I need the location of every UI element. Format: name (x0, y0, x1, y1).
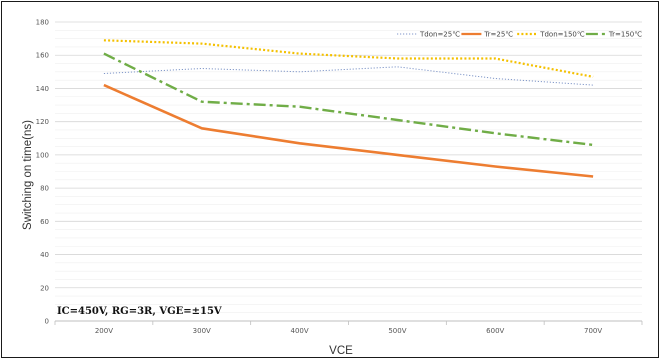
legend-label-3: Tr=150℃ (608, 31, 642, 39)
y-axis-label: Switching on time(ns) (22, 120, 34, 230)
y-tick-label: 120 (36, 118, 49, 126)
y-tick-label: 20 (40, 284, 49, 292)
x-tick-label: 600V (486, 327, 504, 335)
series-line-2 (103, 39, 594, 78)
x-tick-label: 500V (388, 327, 406, 335)
x-tick-label: 300V (193, 327, 211, 335)
series-line-3 (103, 52, 594, 147)
legend-label-1: Tr=25℃ (483, 31, 513, 39)
y-tick-labels: 0 20 40 60 80 100 120 140 160 180 (36, 19, 49, 326)
x-axis-label: VCE (329, 345, 353, 357)
y-tick-label: 140 (36, 85, 49, 93)
y-tick-label: 80 (40, 185, 49, 193)
test-conditions-annotation: IC=450V, RG=3R, VGE=±15V (57, 306, 222, 317)
y-tick-label: 100 (36, 151, 49, 159)
y-tick-label: 180 (36, 19, 49, 27)
x-tick-label: 700V (584, 327, 602, 335)
y-tick-label: 0 (45, 318, 49, 326)
legend-label-2: Tdon=150℃ (539, 31, 585, 39)
legend-label-0: Tdon=25℃ (419, 31, 460, 39)
series-line-1 (103, 83, 594, 178)
y-tick-label: 160 (36, 52, 49, 60)
x-tick-label: 200V (95, 327, 113, 335)
grid-lines (54, 21, 643, 325)
y-tick-label: 60 (40, 218, 49, 226)
y-tick-label: 40 (40, 251, 49, 259)
series-lines (103, 39, 594, 178)
x-tick-label: 400V (291, 327, 309, 335)
series-line-0 (103, 66, 594, 86)
legend: Tdon=25℃ Tr=25℃ Tdon=150℃ Tr=150℃ (397, 31, 642, 39)
x-tick-labels: 200V 300V 400V 500V 600V 700V (95, 327, 603, 335)
